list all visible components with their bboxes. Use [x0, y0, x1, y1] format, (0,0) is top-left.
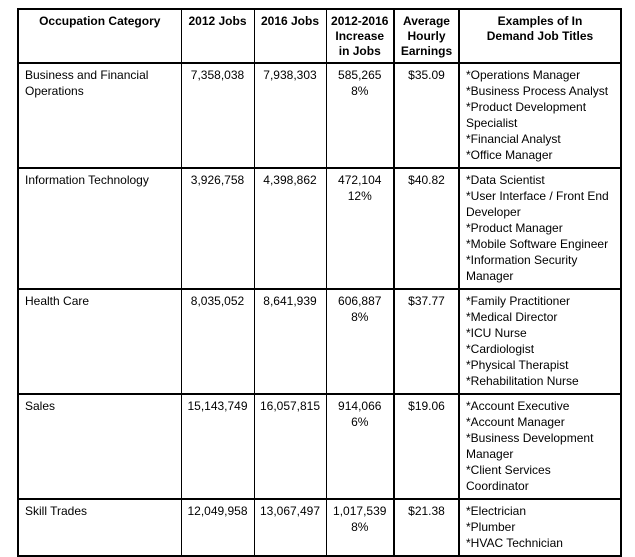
cell-occupation-category: Business and Financial Operations	[17, 62, 182, 169]
increase-jobs-value: 585,265	[338, 68, 382, 82]
cell-occupation-category: Health Care	[17, 288, 182, 395]
increase-jobs-value: 606,887	[338, 294, 382, 308]
cell-2016-jobs: 4,398,862	[253, 167, 327, 290]
cell-2012-jobs: 7,358,038	[180, 62, 255, 169]
header-increase-in-jobs: 2012-2016 Increase in Jobs	[325, 8, 395, 64]
increase-percent: 6%	[351, 415, 369, 429]
increase-jobs-value: 472,104	[338, 173, 382, 187]
cell-increase-in-jobs: 914,066 6%	[325, 393, 395, 500]
cell-2016-jobs: 8,641,939	[253, 288, 327, 395]
header-row: Occupation Category 2012 Jobs 2016 Jobs …	[17, 8, 622, 64]
cell-job-titles: *Operations Manager *Business Process An…	[458, 62, 622, 169]
cell-job-titles: *Family Practitioner *Medical Director *…	[458, 288, 622, 395]
cell-average-hourly-earnings: $37.77	[393, 288, 460, 395]
cell-increase-in-jobs: 1,017,539 8%	[325, 498, 395, 557]
header-2012-jobs: 2012 Jobs	[180, 8, 255, 64]
cell-increase-in-jobs: 606,887 8%	[325, 288, 395, 395]
cell-occupation-category: Skill Trades	[17, 498, 182, 557]
cell-2012-jobs: 3,926,758	[180, 167, 255, 290]
header-examples-job-titles: Examples of In Demand Job Titles	[458, 8, 622, 64]
cell-occupation-category: Information Technology	[17, 167, 182, 290]
cell-job-titles: *Account Executive *Account Manager *Bus…	[458, 393, 622, 500]
cell-average-hourly-earnings: $40.82	[393, 167, 460, 290]
table-row: Health Care 8,035,052 8,641,939 606,887 …	[17, 288, 622, 395]
cell-2016-jobs: 16,057,815	[253, 393, 327, 500]
cell-2012-jobs: 8,035,052	[180, 288, 255, 395]
cell-2016-jobs: 13,067,497	[253, 498, 327, 557]
cell-2012-jobs: 12,049,958	[180, 498, 255, 557]
increase-jobs-value: 1,017,539	[333, 504, 387, 518]
table-body: Business and Financial Operations 7,358,…	[17, 62, 622, 557]
increase-percent: 8%	[351, 520, 369, 534]
table-row: Sales 15,143,749 16,057,815 914,066 6% $…	[17, 393, 622, 500]
cell-2012-jobs: 15,143,749	[180, 393, 255, 500]
cell-average-hourly-earnings: $35.09	[393, 62, 460, 169]
table-row: Business and Financial Operations 7,358,…	[17, 62, 622, 169]
table-row: Information Technology 3,926,758 4,398,8…	[17, 167, 622, 290]
cell-average-hourly-earnings: $21.38	[393, 498, 460, 557]
table-header: Occupation Category 2012 Jobs 2016 Jobs …	[17, 8, 622, 64]
header-occupation-category: Occupation Category	[17, 8, 182, 64]
header-average-hourly-earnings: Average Hourly Earnings	[393, 8, 460, 64]
increase-percent: 12%	[347, 189, 372, 203]
increase-jobs-value: 914,066	[338, 399, 382, 413]
occupation-jobs-table: Occupation Category 2012 Jobs 2016 Jobs …	[17, 8, 622, 557]
cell-increase-in-jobs: 585,265 8%	[325, 62, 395, 169]
cell-2016-jobs: 7,938,303	[253, 62, 327, 169]
cell-increase-in-jobs: 472,104 12%	[325, 167, 395, 290]
cell-job-titles: *Electrician *Plumber *HVAC Technician	[458, 498, 622, 557]
increase-percent: 8%	[351, 84, 369, 98]
cell-job-titles: *Data Scientist *User Interface / Front …	[458, 167, 622, 290]
cell-occupation-category: Sales	[17, 393, 182, 500]
cell-average-hourly-earnings: $19.06	[393, 393, 460, 500]
table-row: Skill Trades 12,049,958 13,067,497 1,017…	[17, 498, 622, 557]
increase-percent: 8%	[351, 310, 369, 324]
header-2016-jobs: 2016 Jobs	[253, 8, 327, 64]
